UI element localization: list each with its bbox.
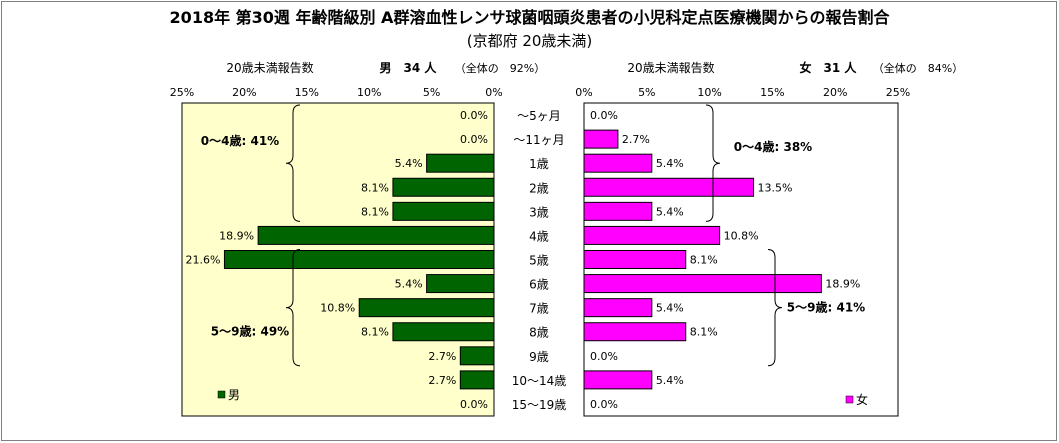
left-tick-label: 10% xyxy=(357,86,381,99)
bar-male xyxy=(358,298,495,318)
value-label-male: 5.4% xyxy=(395,157,423,170)
category-label: 8歳 xyxy=(529,326,549,340)
category-label: 7歳 xyxy=(529,302,549,316)
category-label: 9歳 xyxy=(529,350,549,364)
bar-female xyxy=(583,177,755,197)
category-label: 6歳 xyxy=(529,278,549,292)
value-label-female: 10.8% xyxy=(724,229,759,242)
value-label-male: 0.0% xyxy=(460,109,488,122)
value-label-female: 5.4% xyxy=(656,157,684,170)
brace-male-0-4 xyxy=(285,104,301,222)
value-label-male: 2.7% xyxy=(428,350,456,363)
value-label-female: 0.0% xyxy=(590,398,618,411)
value-label-female: 8.1% xyxy=(690,326,718,339)
legend-swatch-male xyxy=(217,390,226,399)
value-label-female: 5.4% xyxy=(656,374,684,387)
left-tick-label: 0% xyxy=(485,86,502,99)
left-tick-label: 20% xyxy=(232,86,256,99)
value-label-male: 8.1% xyxy=(361,181,389,194)
right-tick-label: 5% xyxy=(638,86,655,99)
left-tick-label: 5% xyxy=(423,86,440,99)
legend-label-female: 女 xyxy=(856,392,868,407)
bar-male xyxy=(459,346,495,366)
value-label-male: 18.9% xyxy=(219,229,254,242)
bar-male xyxy=(459,370,495,390)
group-annotation-male-0-4: 0～4歳: 41% xyxy=(201,133,279,148)
bar-female xyxy=(583,298,653,318)
legend-swatch-female xyxy=(845,395,854,404)
brace-female-0-4 xyxy=(705,104,721,222)
right-header-count: 女 31 人 xyxy=(800,60,858,75)
bar-female xyxy=(583,370,653,390)
value-label-male: 21.6% xyxy=(185,254,220,267)
value-label-female: 0.0% xyxy=(590,109,618,122)
category-label: 10～14歳 xyxy=(512,374,567,388)
group-annotation-male-5-9: 5～9歳: 49% xyxy=(211,324,289,339)
left-header-label: 20歳未満報告数 xyxy=(226,60,313,75)
value-label-female: 0.0% xyxy=(590,350,618,363)
right-tick-label: 20% xyxy=(823,86,847,99)
category-label: 3歳 xyxy=(529,205,549,219)
value-label-female: 2.7% xyxy=(622,133,650,146)
bar-female xyxy=(583,274,822,294)
right-tick-label: 0% xyxy=(575,86,592,99)
value-label-male: 10.8% xyxy=(320,302,355,315)
bar-female xyxy=(583,322,687,342)
bar-male xyxy=(257,225,495,245)
value-label-female: 5.4% xyxy=(656,302,684,315)
category-label: 15～19歳 xyxy=(512,398,567,412)
group-annotation-female-5-9: 5～9歳: 41% xyxy=(787,300,865,315)
chart-title: 2018年 第30週 年齢階級別 A群溶血性レンサ球菌咽頭炎患者の小児科定点医療… xyxy=(170,8,891,27)
category-label: ～11ヶ月 xyxy=(513,133,564,147)
right-tick-label: 10% xyxy=(697,86,721,99)
left-tick-label: 15% xyxy=(295,86,319,99)
bar-male xyxy=(426,274,495,294)
category-label: 5歳 xyxy=(529,254,549,268)
left-header-count: 男 34 人 xyxy=(380,60,438,75)
right-header-share: （全体の 84%） xyxy=(873,61,963,75)
value-label-male: 8.1% xyxy=(361,205,389,218)
bar-female xyxy=(583,225,721,245)
bar-female xyxy=(583,201,653,221)
category-label: 4歳 xyxy=(529,229,549,243)
value-label-male: 2.7% xyxy=(428,374,456,387)
bar-male xyxy=(392,322,495,342)
bar-female xyxy=(583,250,687,269)
chart-subtitle: (京都府 20歳未満) xyxy=(467,32,593,50)
value-label-female: 5.4% xyxy=(656,205,684,218)
right-tick-label: 15% xyxy=(760,86,784,99)
right-tick-label: 25% xyxy=(886,86,910,99)
right-header-label: 20歳未満報告数 xyxy=(627,60,714,75)
bar-female xyxy=(583,153,653,173)
left-tick-label: 25% xyxy=(170,86,194,99)
group-annotation-female-0-4: 0～4歳: 38% xyxy=(734,139,812,154)
bar-male xyxy=(392,177,495,197)
value-label-male: 0.0% xyxy=(460,398,488,411)
left-header-share: （全体の 92%） xyxy=(455,61,545,75)
value-label-male: 8.1% xyxy=(361,326,389,339)
value-label-female: 13.5% xyxy=(758,181,793,194)
value-label-female: 18.9% xyxy=(825,278,860,291)
category-label: 2歳 xyxy=(529,181,549,195)
brace-male-5-9 xyxy=(285,249,301,367)
category-label: ～5ヶ月 xyxy=(517,109,561,123)
category-label: 1歳 xyxy=(529,157,549,171)
brace-female-5-9 xyxy=(767,249,783,367)
value-label-male: 5.4% xyxy=(395,278,423,291)
bar-female xyxy=(583,129,619,149)
value-label-male: 0.0% xyxy=(460,133,488,146)
bar-male xyxy=(426,153,495,173)
bar-male xyxy=(223,250,495,269)
bar-male xyxy=(392,201,495,221)
value-label-female: 8.1% xyxy=(690,254,718,267)
legend-label-male: 男 xyxy=(228,388,240,402)
